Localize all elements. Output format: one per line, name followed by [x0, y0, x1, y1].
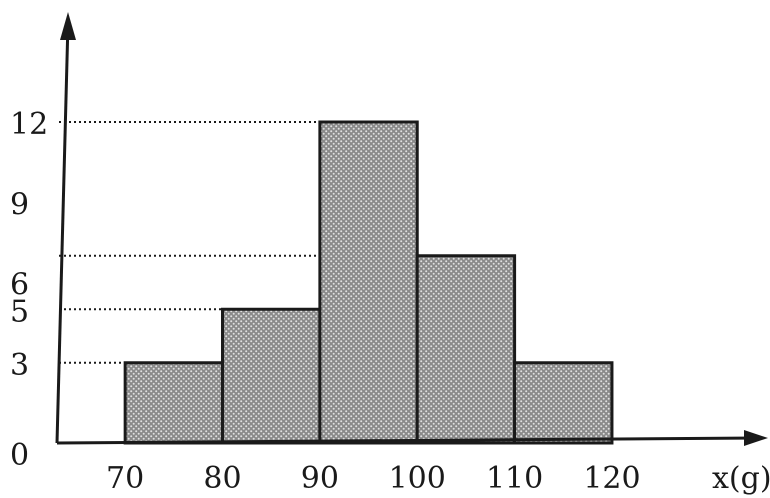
x-tick-label: 110 [486, 461, 543, 496]
y-axis-arrowhead [60, 12, 76, 40]
x-axis-label: x(g) [712, 461, 770, 496]
x-axis [56, 436, 759, 445]
x-tick-label: 120 [583, 461, 640, 496]
y-tick-label: 3 [10, 348, 29, 383]
bar-90-100 [318, 120, 419, 445]
y-tick-label: 0 [10, 438, 29, 473]
y-tick-label: 6 [10, 268, 29, 303]
bars [123, 120, 614, 445]
y-tick-label: 9 [10, 187, 29, 222]
bar-110-120 [513, 361, 614, 445]
y-tick-label: 5 [10, 294, 29, 329]
x-tick-label: 90 [301, 461, 339, 496]
bar-80-90 [221, 307, 322, 445]
x-tick-label: 70 [106, 461, 144, 496]
x-tick-labels: 70 80 90 100 110 120 [106, 461, 641, 496]
x-axis-arrowhead [744, 430, 768, 446]
y-tick-labels: 12 9 65 3 0 [10, 107, 48, 473]
x-tick-label: 100 [389, 461, 446, 496]
bar-70-80 [123, 361, 225, 445]
bar-100-110 [415, 254, 517, 445]
x-tick-label: 80 [203, 461, 241, 496]
y-tick-label: 12 [10, 107, 48, 142]
axes [55, 12, 768, 446]
y-axis [55, 21, 70, 444]
